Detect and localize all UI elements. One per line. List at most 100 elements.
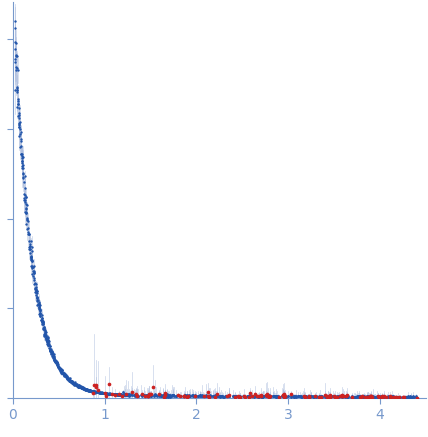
Point — [366, 393, 373, 400]
Point — [86, 387, 92, 394]
Point — [52, 357, 59, 364]
Point — [280, 393, 287, 400]
Point — [92, 382, 99, 389]
Point — [146, 392, 153, 399]
Point — [33, 286, 39, 293]
Point — [270, 392, 277, 399]
Point — [100, 389, 107, 396]
Point — [160, 392, 166, 399]
Point — [366, 393, 372, 400]
Point — [144, 392, 151, 399]
Point — [265, 394, 272, 401]
Point — [68, 378, 74, 385]
Point — [68, 378, 75, 385]
Point — [222, 392, 229, 399]
Point — [122, 391, 129, 398]
Point — [28, 257, 35, 264]
Point — [77, 384, 84, 391]
Point — [58, 367, 65, 374]
Point — [14, 85, 21, 92]
Point — [89, 388, 96, 395]
Point — [86, 387, 92, 394]
Point — [221, 393, 228, 400]
Point — [108, 390, 115, 397]
Point — [367, 393, 374, 400]
Point — [308, 392, 315, 399]
Point — [50, 351, 56, 358]
Point — [58, 368, 65, 375]
Point — [300, 392, 307, 399]
Point — [120, 391, 127, 398]
Point — [31, 270, 38, 277]
Point — [400, 393, 407, 400]
Point — [365, 393, 372, 400]
Point — [144, 392, 151, 399]
Point — [166, 392, 173, 399]
Point — [95, 386, 102, 393]
Point — [51, 356, 58, 363]
Point — [116, 391, 122, 398]
Point — [24, 228, 31, 235]
Point — [101, 390, 108, 397]
Point — [113, 391, 120, 398]
Point — [231, 393, 238, 400]
Point — [410, 393, 416, 400]
Point — [214, 392, 221, 399]
Point — [58, 368, 65, 375]
Point — [83, 386, 89, 393]
Point — [80, 385, 87, 392]
Point — [355, 394, 362, 401]
Point — [36, 302, 42, 309]
Point — [394, 393, 401, 400]
Point — [91, 388, 98, 395]
Point — [90, 388, 97, 395]
Point — [98, 389, 105, 396]
Point — [232, 393, 239, 400]
Point — [77, 384, 84, 391]
Point — [118, 391, 125, 398]
Point — [106, 390, 113, 397]
Point — [65, 376, 72, 383]
Point — [27, 243, 33, 250]
Point — [25, 231, 32, 238]
Point — [169, 391, 176, 398]
Point — [75, 382, 82, 389]
Point — [23, 221, 30, 228]
Point — [78, 384, 85, 391]
Point — [280, 391, 287, 398]
Point — [123, 391, 130, 398]
Point — [152, 392, 159, 399]
Point — [52, 357, 59, 364]
Point — [170, 392, 177, 399]
Point — [16, 120, 23, 127]
Point — [163, 392, 170, 399]
Point — [78, 384, 85, 391]
Point — [108, 390, 115, 397]
Point — [36, 303, 42, 310]
Point — [127, 392, 134, 399]
Point — [121, 392, 128, 399]
Point — [19, 158, 26, 165]
Point — [74, 382, 80, 389]
Point — [21, 199, 28, 206]
Point — [148, 392, 155, 399]
Point — [92, 388, 98, 395]
Point — [121, 390, 128, 397]
Point — [391, 394, 398, 401]
Point — [15, 114, 22, 121]
Point — [344, 392, 351, 399]
Point — [93, 388, 100, 395]
Point — [42, 332, 49, 339]
Point — [285, 392, 292, 399]
Point — [43, 335, 50, 342]
Point — [393, 393, 400, 400]
Point — [80, 385, 86, 392]
Point — [141, 393, 148, 400]
Point — [356, 393, 363, 400]
Point — [80, 384, 86, 391]
Point — [59, 369, 66, 376]
Point — [331, 393, 338, 400]
Point — [40, 319, 47, 326]
Point — [92, 389, 98, 396]
Point — [282, 393, 289, 400]
